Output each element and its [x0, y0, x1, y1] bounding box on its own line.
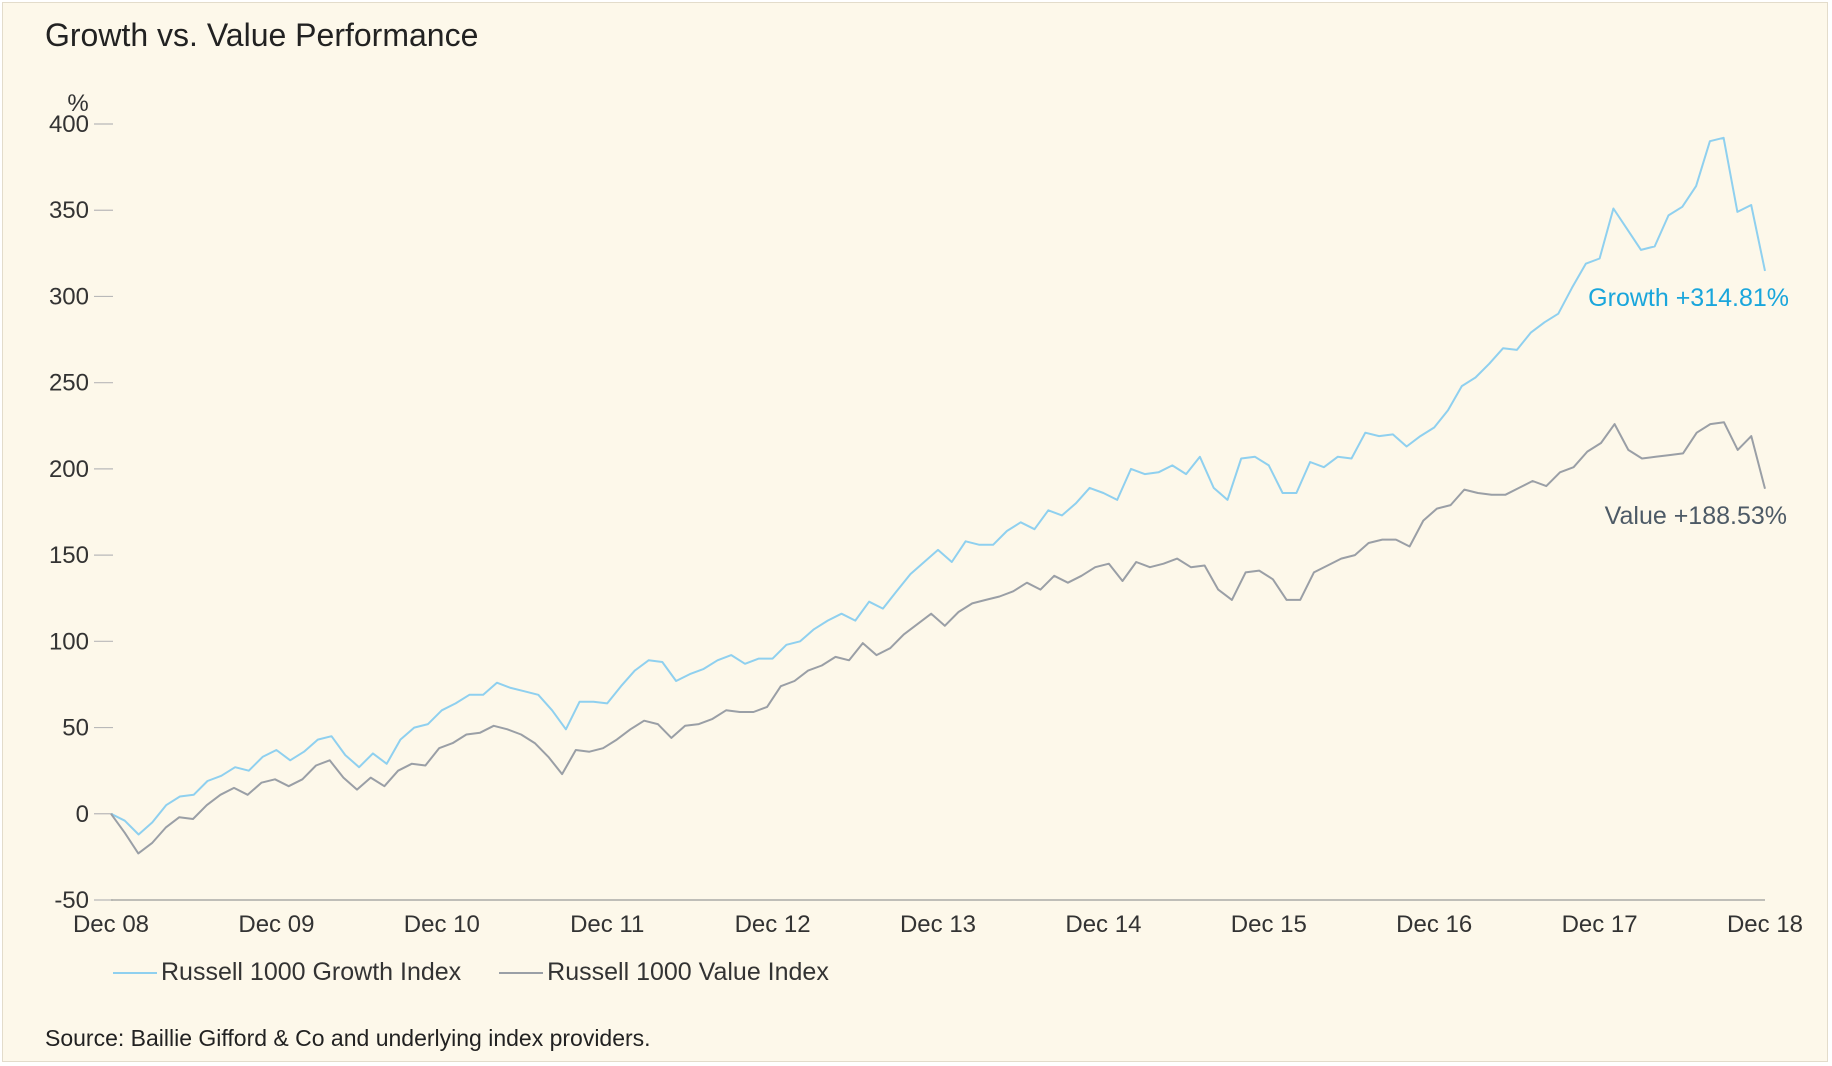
x-tick-label: Dec 08 — [73, 911, 149, 938]
legend-item-growth[interactable]: Russell 1000 Growth Index — [113, 958, 461, 987]
x-axis: Dec 08 Dec 09 Dec 10 Dec 11 Dec 12 Dec 13 Dec … — [73, 899, 1803, 938]
y-tick-label: 100 — [49, 628, 89, 655]
legend-swatch-growth — [113, 971, 157, 974]
value-series-line — [110, 421, 1766, 855]
x-tick-label: Dec 17 — [1562, 911, 1638, 938]
y-axis-label: % — [67, 90, 88, 117]
line-chart: 400 350 300 250 200 150 100 50 0 -50 Dec 08 Dec 09… — [49, 90, 1803, 938]
x-tick-label: Dec 14 — [1065, 911, 1141, 938]
x-tick-label: Dec 10 — [404, 911, 480, 938]
growth-series-line — [110, 136, 1766, 836]
source-note: Source: Baillie Gifford & Co and underly… — [45, 1025, 651, 1051]
x-tick-label: Dec 18 — [1727, 911, 1803, 938]
y-axis: 400 350 300 250 200 150 100 50 0 -50 — [49, 111, 113, 914]
legend: Russell 1000 Growth Index Russell 1000 V… — [113, 958, 867, 987]
x-tick-label: Dec 15 — [1231, 911, 1307, 938]
y-tick-label: 200 — [49, 456, 89, 483]
x-tick-label: Dec 16 — [1396, 911, 1472, 938]
legend-label-growth: Russell 1000 Growth Index — [161, 958, 462, 986]
legend-item-value[interactable]: Russell 1000 Value Index — [499, 958, 829, 987]
x-tick-label: Dec 12 — [735, 911, 811, 938]
x-tick-label: Dec 11 — [570, 911, 644, 938]
x-tick-label: Dec 09 — [238, 911, 314, 938]
y-tick-label: -50 — [54, 887, 89, 914]
y-tick-label: 0 — [76, 801, 89, 828]
y-tick-label: 50 — [62, 715, 89, 742]
growth-end-label: Growth +314.81% — [1588, 284, 1789, 312]
series-layer — [110, 136, 1766, 855]
y-tick-label: 350 — [49, 197, 89, 224]
x-tick-label: Dec 13 — [900, 911, 976, 938]
y-tick-label: 250 — [49, 370, 89, 397]
chart-title: Growth vs. Value Performance — [45, 17, 479, 53]
value-end-label: Value +188.53% — [1605, 502, 1787, 530]
y-tick-label: 400 — [49, 111, 89, 138]
legend-swatch-value — [499, 971, 544, 974]
y-tick-label: 300 — [49, 283, 89, 310]
legend-label-value: Russell 1000 Value Index — [547, 958, 829, 986]
y-tick-label: 150 — [49, 542, 89, 569]
